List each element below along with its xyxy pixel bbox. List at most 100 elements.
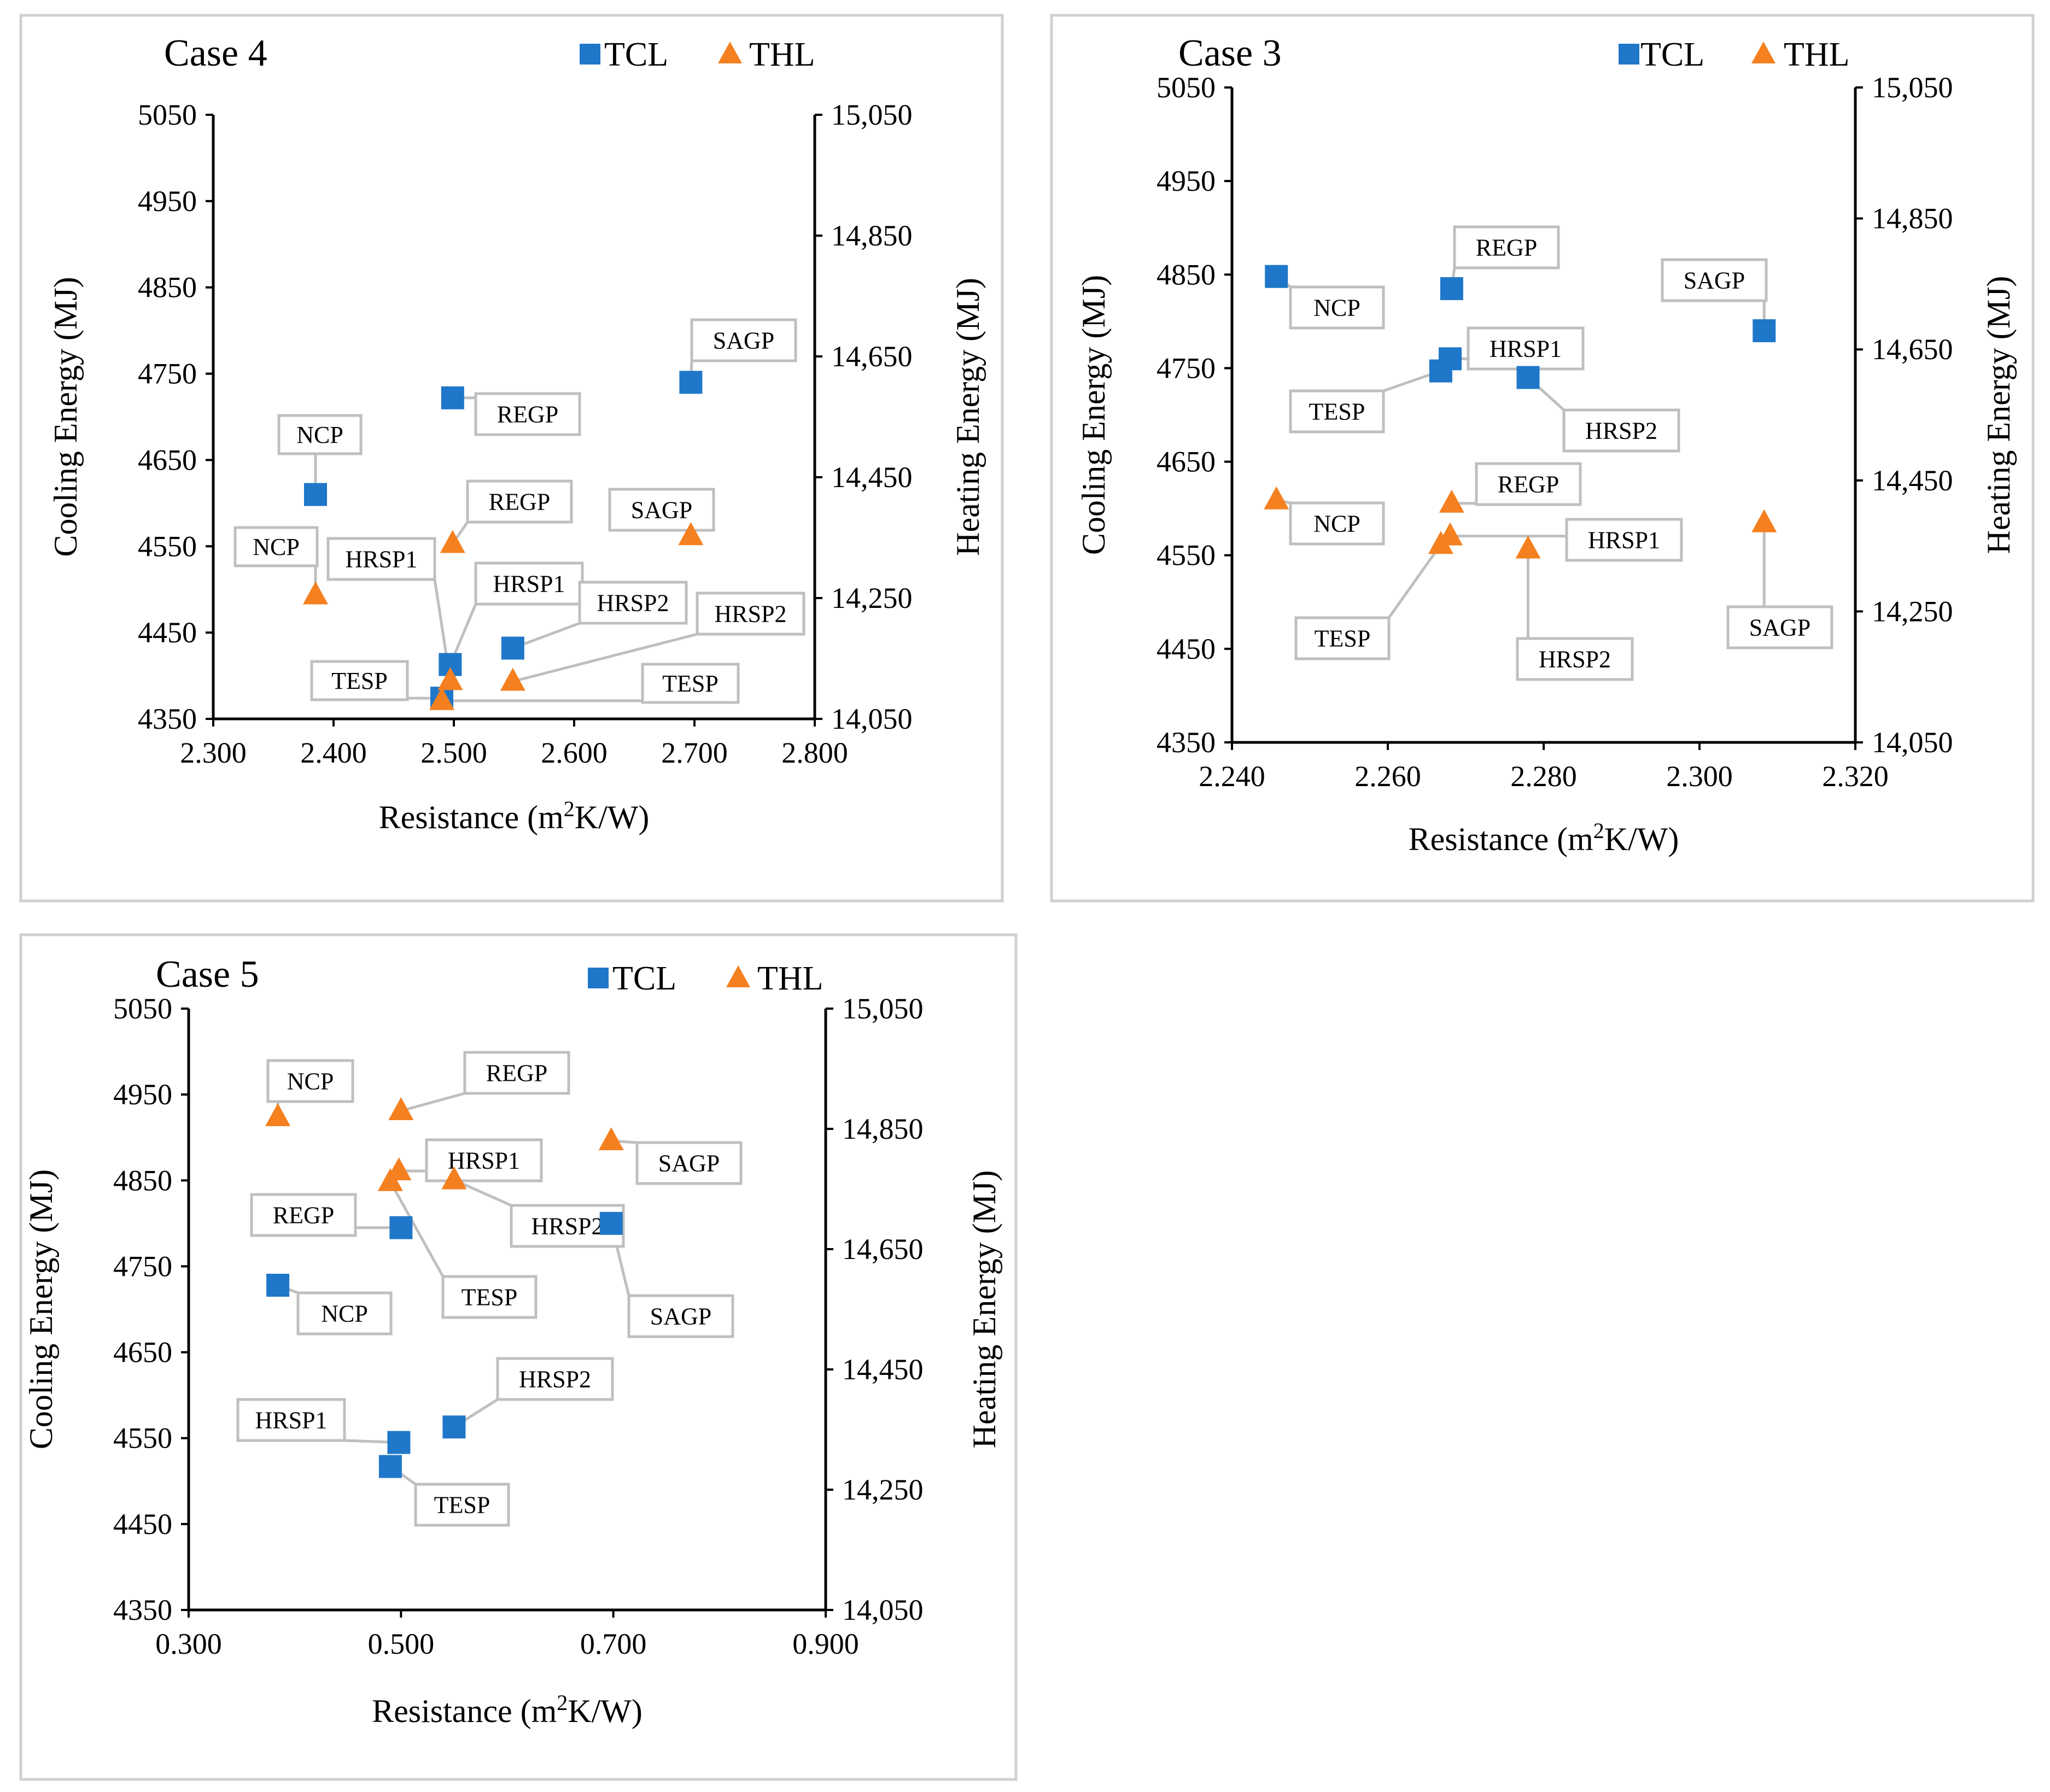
case5-chart: 0.300 0.500 0.700 0.900 4350 4450 4550 4650 4750… — [23, 953, 1002, 1729]
case3-tcl-point-ncp — [1265, 265, 1288, 288]
case3-title: Case 3 — [1178, 32, 1282, 74]
case3-tcl-callout-box-hrsp2 — [1562, 408, 1680, 453]
case3-legend-tcl-marker — [1619, 44, 1639, 65]
case5-tcl-label-hrsp1: HRSP1 — [255, 1407, 327, 1434]
case4-y-left-tick-label: 4850 — [138, 271, 197, 304]
case5-y-left-tick-label: 4950 — [113, 1078, 172, 1111]
case4-x-tick-label: 2.500 — [420, 736, 487, 769]
case4-markers — [303, 371, 704, 710]
case4-thl-callout-box-ncp — [233, 526, 319, 567]
case4-thl-label-ncp: NCP — [253, 534, 300, 560]
case4-legend-tcl-marker — [580, 44, 600, 65]
case3-thl-point-ncp — [1264, 486, 1289, 510]
case4-y-left-tick-label: 4350 — [138, 702, 197, 735]
case3-thl-point-sagp — [1751, 509, 1777, 532]
case4-tcl-callout-box-ncp — [277, 414, 363, 455]
case3-y-left-tick-label: 4550 — [1157, 539, 1216, 572]
case4-x-axis-title: Resistance (m2K/W) — [379, 797, 650, 836]
case5-thl-callout-box-sagp — [635, 1141, 743, 1185]
case4-thl-label-hrsp1: HRSP1 — [345, 546, 417, 573]
case5-thl-label-regp: REGP — [486, 1060, 547, 1087]
case4-tcl-point-hrsp2 — [501, 636, 524, 660]
case4-tcl-label-regp: REGP — [497, 401, 558, 428]
case3-y-right-tick-label: 14,250 — [1872, 595, 1953, 628]
case4-y-left-tick-label: 4650 — [138, 443, 197, 476]
case3-chart: 2.240 2.260 2.280 2.300 2.320 4350 4450 4550 465… — [1076, 32, 2017, 857]
case5-legend-tcl-marker — [588, 968, 609, 988]
case3-tcl-label-regp: REGP — [1476, 235, 1537, 261]
case3-y-left-tick-label: 4650 — [1157, 446, 1216, 478]
case3-tcl-point-hrsp2 — [1516, 366, 1540, 389]
case3-markers — [1264, 265, 1777, 559]
case4-tcl-point-ncp — [304, 483, 327, 506]
case5-thl-point-sagp — [598, 1127, 624, 1150]
case5-markers — [265, 1097, 624, 1478]
case3-thl-point-tesp — [1428, 531, 1453, 554]
case5-tcl-label-hrsp2: HRSP2 — [519, 1366, 591, 1393]
case5-title: Case 5 — [156, 953, 259, 995]
case3-panel-frame — [1050, 14, 2035, 903]
case5-tcl-label-ncp: NCP — [321, 1301, 368, 1327]
case4-legend-thl-label: THL — [749, 36, 815, 73]
case3-y-right-tick-label: 14,650 — [1872, 333, 1953, 366]
case4-y-left-title: Cooling Energy (MJ) — [48, 277, 84, 557]
case3-x-tick-label: 2.240 — [1199, 760, 1265, 793]
case4-x-tick-label: 2.600 — [541, 736, 608, 769]
case5-thl-callout-box-tesp — [441, 1275, 538, 1319]
case3-y-left-tick-label: 4350 — [1157, 726, 1216, 759]
case5-thl-callout-box-regp — [463, 1051, 570, 1095]
case5-thl-callout-box-hrsp1 — [425, 1138, 543, 1182]
case3-y-right-tick-label: 14,050 — [1872, 726, 1953, 759]
case3-thl-label-hrsp1: HRSP1 — [1588, 527, 1660, 554]
case3-tcl-callout-box-ncp — [1289, 285, 1385, 330]
case5-y-left-tick-label: 4850 — [113, 1164, 172, 1197]
case3-thl-point-hrsp2 — [1515, 535, 1541, 559]
case5-thl-label-hrsp2: HRSP2 — [531, 1213, 603, 1240]
case4-tcl-point-regp — [441, 386, 464, 409]
case3-thl-callout-box-regp — [1475, 462, 1582, 506]
case5-tcl-callout-box-regp — [250, 1193, 357, 1237]
case3-x-tick-label: 2.260 — [1354, 760, 1421, 793]
case3-y-left-tick-label: 4950 — [1157, 165, 1216, 197]
case3-x-axis-title: Resistance (m2K/W) — [1409, 818, 1679, 858]
case3-tcl-callout-box-tesp — [1289, 389, 1385, 434]
case5-tcl-point-regp — [389, 1216, 413, 1239]
case3-y-right-tick-label: 14,450 — [1872, 464, 1953, 497]
case5-thl-point-ncp — [265, 1103, 291, 1126]
case3-thl-callout-box-hrsp1 — [1565, 518, 1683, 562]
case5-y-left-title: Cooling Energy (MJ) — [23, 1169, 59, 1449]
case3-thl-label-regp: REGP — [1498, 471, 1559, 498]
case3-y-left-tick-label: 4750 — [1157, 352, 1216, 384]
case5-y-right-tick-label: 14,450 — [842, 1353, 924, 1386]
case4-x-tick-label: 2.300 — [180, 736, 247, 769]
case4-tcl-label-hrsp1: HRSP1 — [493, 571, 565, 598]
case5-thl-label-hrsp1: HRSP1 — [448, 1147, 520, 1174]
case3-thl-callout-box-sagp — [1726, 605, 1833, 649]
case5-tcl-point-hrsp1 — [387, 1431, 411, 1454]
case5-y-left-tick-label: 4750 — [113, 1250, 172, 1282]
case3-thl-label-tesp: TESP — [1315, 625, 1371, 652]
case5-tcl-label-regp: REGP — [273, 1202, 334, 1229]
case4-y-left-tick-label: 5050 — [138, 98, 197, 131]
case3-tcl-label-ncp: NCP — [1313, 295, 1360, 321]
case5-x-tick-label: 0.300 — [155, 1627, 222, 1660]
case4-panel-frame — [19, 14, 1004, 903]
case3-thl-callout-box-ncp — [1289, 501, 1385, 546]
case4-tcl-callout-box-sagp — [690, 318, 797, 362]
case4-x-tick-label: 2.800 — [781, 736, 848, 769]
case4-y-right-tick-label: 14,850 — [831, 219, 913, 252]
case3-tcl-label-hrsp2: HRSP2 — [1585, 418, 1657, 444]
case3-tcl-callout-box-sagp — [1661, 258, 1768, 302]
case3-thl-callout-box-hrsp2 — [1516, 637, 1634, 681]
case4-y-right-tick-label: 14,650 — [831, 340, 913, 373]
case4-thl-point-hrsp1 — [437, 667, 463, 690]
case4-thl-callout-box-hrsp1 — [326, 537, 436, 581]
case5-y-right-tick-label: 14,250 — [842, 1473, 924, 1506]
case5-y-right-tick-label: 15,050 — [842, 992, 924, 1025]
case5-x-tick-label: 0.500 — [368, 1627, 435, 1660]
case4-thl-point-regp — [440, 530, 465, 553]
case4-y-left-tick-label: 4950 — [138, 185, 197, 218]
case5-tcl-point-sagp — [599, 1211, 623, 1235]
case4-legend-thl-marker — [718, 42, 742, 63]
